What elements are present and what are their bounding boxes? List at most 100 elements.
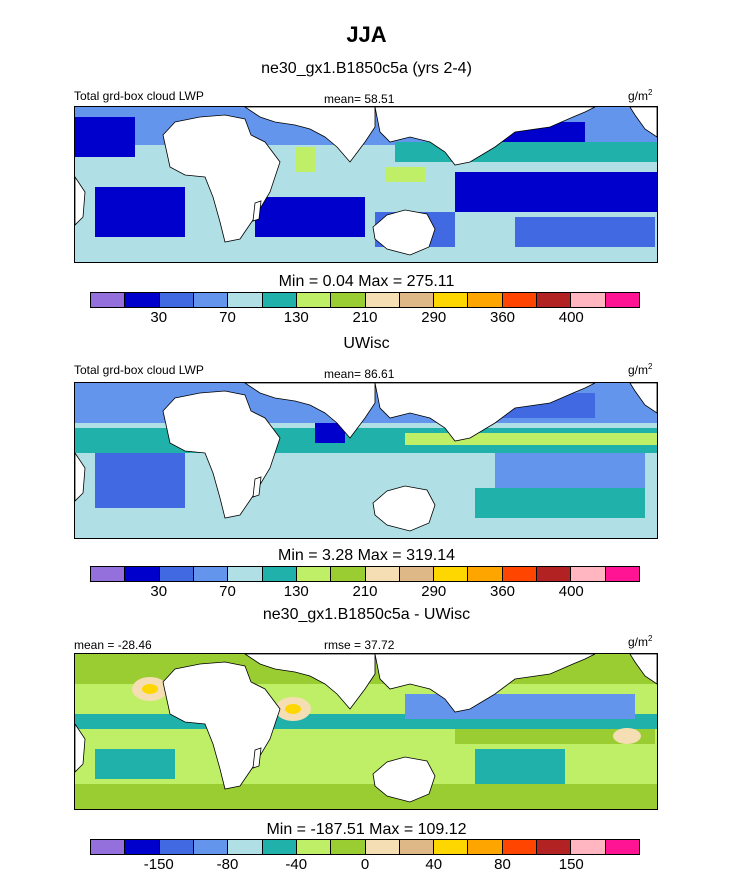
- colorbar-swatch: [399, 840, 435, 854]
- p3-field: [455, 729, 655, 744]
- colorbar-swatch: [434, 840, 469, 854]
- p2-land-africa: [162, 390, 281, 519]
- colorbar-swatch: [193, 840, 229, 854]
- colorbar-swatch: [296, 567, 332, 581]
- colorbar-swatch: [159, 840, 194, 854]
- p3-land-asia: [374, 654, 596, 713]
- panel1-colorbar-labels: 30 70 130 210 290 360 400: [0, 309, 733, 329]
- p1-land-asia: [374, 107, 596, 166]
- p3-cbar-label: -40: [285, 856, 308, 873]
- p1-land-namerica: [629, 107, 657, 138]
- colorbar-swatch: [571, 840, 606, 854]
- p1-cbar-label: 130: [283, 309, 309, 326]
- panel2-title: UWisc: [343, 335, 390, 352]
- panel2-left-label: Total grd-box cloud LWP: [74, 363, 204, 377]
- p2-field: [315, 423, 345, 443]
- p2-cbar-label: 360: [489, 583, 516, 600]
- p2-land-namerica: [629, 383, 657, 414]
- colorbar-swatch: [365, 293, 400, 307]
- p3-cbar-label: 40: [425, 856, 443, 873]
- panel1-mean: mean= 58.51: [324, 92, 395, 106]
- panel1-title: ne30_gx1.B1850c5a (yrs 2-4): [261, 60, 472, 77]
- p1-field: [75, 247, 657, 262]
- p1-field: [75, 117, 135, 157]
- p1-land-europe-asia: [244, 107, 376, 163]
- colorbar-swatch: [125, 567, 160, 581]
- p3-cbar-label: 0: [360, 856, 370, 873]
- colorbar-swatch: [434, 293, 469, 307]
- p1-land-africa: [162, 114, 281, 243]
- panel3-left-label: mean = -28.46: [74, 638, 152, 652]
- figure-title: JJA: [346, 22, 387, 47]
- colorbar-swatch: [468, 567, 503, 581]
- panel3-colorbar-labels: -150 -80 -40 0 40 80 150: [0, 856, 733, 876]
- colorbar-swatch: [468, 293, 503, 307]
- p2-cbar-label: 70: [219, 583, 236, 600]
- p2-land-asia: [374, 383, 596, 442]
- colorbar-swatch: [502, 840, 538, 854]
- colorbar-swatch: [537, 293, 572, 307]
- colorbar-swatch: [331, 840, 366, 854]
- p3-hotspot: [285, 704, 301, 714]
- colorbar-swatch: [502, 567, 538, 581]
- panel3-title: ne30_gx1.B1850c5a - UWisc: [262, 606, 471, 623]
- colorbar-swatch: [605, 567, 639, 581]
- colorbar-swatch: [502, 293, 538, 307]
- p2-field: [275, 473, 365, 518]
- p2-land-madagascar: [252, 476, 262, 498]
- colorbar-swatch: [159, 293, 194, 307]
- colorbar-swatch: [91, 293, 126, 307]
- p3-field: [95, 749, 175, 779]
- colorbar-swatch: [365, 840, 400, 854]
- panel1-left-label: Total grd-box cloud LWP: [74, 89, 204, 103]
- p3-land-madagascar: [252, 747, 262, 769]
- p1-land-australia: [372, 209, 436, 256]
- p3-cbar-label: 150: [558, 856, 584, 873]
- panel3-units: g/m2: [628, 634, 653, 649]
- colorbar-swatch: [434, 567, 469, 581]
- panel2-mean: mean= 86.61: [324, 367, 395, 381]
- colorbar-swatch: [468, 840, 503, 854]
- p2-cbar-label: 400: [558, 583, 584, 600]
- panel2-colorbar-labels: 30 70 130 210 290 360 400: [0, 583, 733, 603]
- p3-land-australia: [372, 756, 436, 803]
- p2-cbar-label: 290: [421, 583, 447, 600]
- p2-land-america-edge: [75, 452, 86, 502]
- colorbar-swatch: [125, 293, 160, 307]
- panel3-colorbar: [90, 839, 640, 855]
- colorbar-swatch: [296, 293, 332, 307]
- p3-field: [75, 784, 657, 809]
- p1-field: [95, 187, 185, 237]
- p2-field: [475, 488, 645, 518]
- p1-field: [255, 197, 365, 237]
- panel3-map: [74, 653, 658, 810]
- colorbar-swatch: [193, 293, 229, 307]
- colorbar-swatch: [262, 567, 297, 581]
- p3-cbar-label: 80: [494, 856, 511, 873]
- panel1-colorbar: [90, 292, 640, 308]
- colorbar-swatch: [262, 840, 297, 854]
- colorbar-swatch: [125, 840, 160, 854]
- p1-land-madagascar: [252, 200, 262, 222]
- panel3-minmax: Min = -187.51 Max = 109.12: [266, 821, 467, 838]
- p1-land-america-edge: [75, 176, 86, 226]
- p3-land-namerica: [629, 654, 657, 685]
- p1-cbar-label: 400: [558, 309, 584, 326]
- p2-field: [95, 453, 185, 508]
- colorbar-swatch: [228, 567, 263, 581]
- colorbar-swatch: [262, 293, 297, 307]
- p3-hotspot: [613, 728, 641, 744]
- p2-cbar-label: 30: [150, 583, 168, 600]
- colorbar-swatch: [537, 567, 572, 581]
- colorbar-swatch: [399, 293, 435, 307]
- p3-land-america-edge: [75, 723, 86, 773]
- p3-field: [405, 694, 635, 719]
- colorbar-swatch: [228, 293, 263, 307]
- p3-land-europe-asia: [244, 654, 376, 710]
- panel3-rmse: rmse = 37.72: [324, 638, 395, 652]
- colorbar-swatch: [331, 567, 366, 581]
- colorbar-swatch: [365, 567, 400, 581]
- p2-field: [495, 453, 645, 493]
- p3-field: [475, 749, 565, 784]
- p2-land-europe-asia: [244, 383, 376, 439]
